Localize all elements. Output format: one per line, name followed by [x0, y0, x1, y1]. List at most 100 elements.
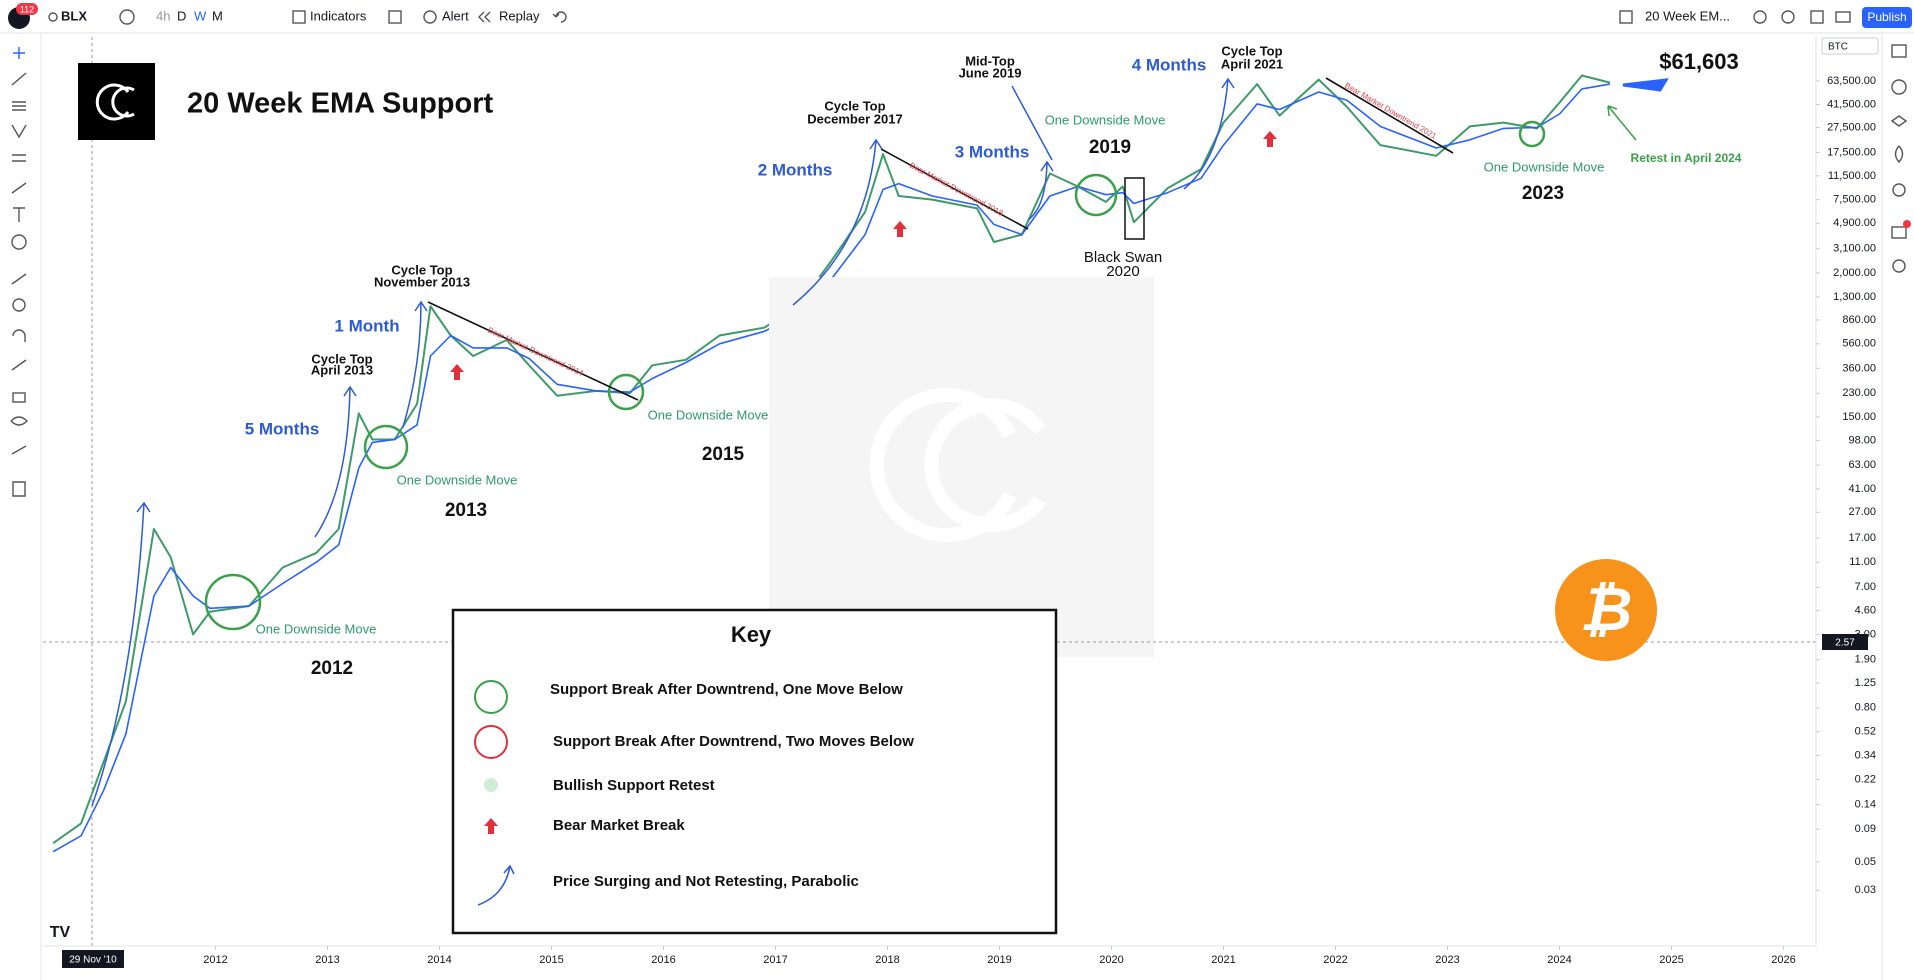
watermark [769, 277, 1154, 657]
y-tick-label: 3,100.00 [1833, 243, 1876, 255]
logo [78, 63, 155, 140]
interval[interactable]: D [177, 8, 186, 23]
cycle-top-date: December 2017 [807, 111, 902, 126]
key-icon [484, 818, 498, 834]
search-icon [48, 12, 58, 22]
y-tick-label: 11.00 [1849, 556, 1876, 568]
sidebar-icons[interactable] [1890, 44, 1908, 273]
y-tick-label: 7.00 [1855, 581, 1876, 593]
fullscreen[interactable] [1810, 10, 1824, 24]
top-toolbar [0, 0, 1914, 33]
bitcoin-logo [1555, 559, 1657, 661]
downtrend-label: Bear Market Downtrend 2018 [908, 161, 1005, 218]
x-tick-label: 2021 [1211, 954, 1235, 966]
logo-mark [95, 83, 135, 121]
layout-name[interactable]: 20 Week EM... [1645, 8, 1730, 23]
y-tick-label: 7,500.00 [1833, 194, 1876, 206]
period-label: 4 Months [1132, 55, 1207, 74]
downside-move: One Downside Move [256, 621, 377, 636]
currency-select[interactable] [1821, 37, 1879, 55]
trend-lines [427, 77, 1454, 401]
black-swan-box [1124, 177, 1145, 240]
layout-icon [1619, 10, 1633, 24]
crosshair-date: 29 Nov '10 [69, 955, 117, 966]
key-icon [477, 864, 515, 906]
key-item: Bullish Support Retest [553, 777, 715, 794]
y-tick-label: 0.03 [1855, 884, 1876, 896]
x-tick-label: 2014 [427, 954, 451, 966]
interval[interactable]: M [212, 8, 223, 23]
y-tick-label: 0.80 [1855, 702, 1876, 714]
y-tick-label: 63.00 [1848, 459, 1876, 471]
y-tick-label: 0.22 [1855, 773, 1876, 785]
x-tick-label: 2015 [539, 954, 563, 966]
period-label: 3 Months [955, 142, 1030, 161]
key-icon [484, 778, 498, 792]
replay-button[interactable]: Replay [499, 8, 540, 23]
add-symbol[interactable] [119, 9, 135, 25]
y-tick-label: 27,500.00 [1827, 121, 1876, 133]
publish-label: Publish [1867, 10, 1906, 24]
y-tick-label: 0.05 [1855, 856, 1876, 868]
period-label: 2 Months [758, 160, 833, 179]
price-pointer [1622, 78, 1669, 92]
downtrend-label: Bear Market Downtrend 2021 [1343, 81, 1438, 141]
downside-move: One Downside Move [1484, 159, 1605, 174]
publish-button[interactable] [1862, 7, 1912, 28]
y-tick-label: 1.90 [1855, 654, 1876, 666]
x-tick-label: 2024 [1547, 954, 1571, 966]
year-label: 2015 [702, 444, 745, 465]
quick-search[interactable] [1753, 10, 1767, 24]
y-tick-label: 98.00 [1848, 435, 1876, 447]
year-label: 2013 [445, 500, 487, 521]
key-box [451, 608, 1058, 935]
indicators-button[interactable]: Indicators [310, 8, 367, 23]
sidebar-badge [1903, 220, 1911, 228]
crosshair-price-box [1822, 634, 1868, 650]
key-item: Support Break After Downtrend, One Move … [550, 681, 903, 698]
black-swan-year: 2020 [1106, 263, 1139, 280]
interval[interactable]: W [194, 8, 207, 23]
y-tick-label: 11,500.00 [1828, 170, 1876, 182]
y-tick-label: 360.00 [1842, 362, 1876, 374]
period-label: 5 Months [245, 419, 320, 438]
watermark-logo [869, 388, 1046, 542]
bear-break-arrows [450, 131, 1277, 380]
layouts-icon[interactable] [388, 10, 402, 24]
key-item: Support Break After Downtrend, Two Moves… [553, 733, 914, 750]
interval[interactable]: 4h [156, 8, 170, 23]
drawing-tools[interactable] [10, 47, 28, 497]
x-tick-label: 2012 [203, 954, 227, 966]
downtrend-label: Bear Market Downtrend 2014 [486, 326, 585, 379]
replay-icon [478, 11, 491, 23]
chart-title: 20 Week EMA Support [187, 88, 494, 120]
alert-button[interactable]: Alert [442, 8, 469, 23]
key-icon [474, 680, 508, 714]
undo[interactable] [552, 11, 567, 23]
badge-count: 112 [20, 4, 34, 14]
downside-move: One Downside Move [1045, 112, 1166, 127]
y-tick-label: 41.00 [1848, 483, 1876, 495]
notification-badge [16, 3, 38, 15]
y-tick-label: 27.00 [1848, 506, 1876, 518]
y-tick-label: 41,500.00 [1827, 98, 1876, 110]
symbol[interactable]: BLX [61, 8, 87, 23]
cycle-top: Cycle Top [824, 98, 885, 113]
y-tick-label: 1.25 [1855, 677, 1876, 689]
cycle-top-date: November 2013 [374, 274, 470, 289]
x-tick-label: 2022 [1323, 954, 1347, 966]
y-tick-label: 0.14 [1855, 799, 1876, 811]
cycle-top: Cycle Top [311, 351, 372, 366]
x-tick-label: 2025 [1659, 954, 1683, 966]
settings[interactable] [1781, 10, 1795, 24]
crosshair-date-box [62, 950, 124, 968]
snapshot[interactable] [1835, 11, 1851, 23]
x-tick-label: 2019 [987, 954, 1011, 966]
bitcoin-symbol: ₿ [1580, 576, 1633, 643]
key-item: Price Surging and Not Retesting, Parabol… [553, 873, 859, 890]
y-tick-label: 0.34 [1855, 749, 1876, 761]
period-label: 1 Month [334, 316, 399, 335]
x-tick-label: 2013 [315, 954, 339, 966]
y-tick-label: 560.00 [1842, 338, 1876, 350]
